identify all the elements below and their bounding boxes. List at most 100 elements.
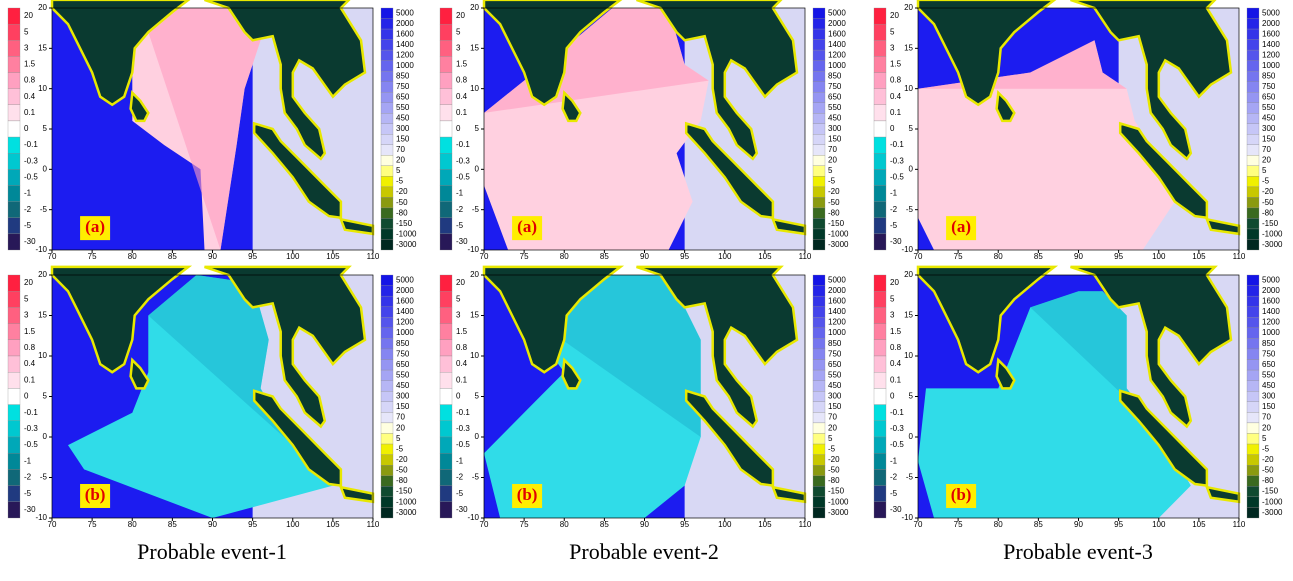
x-tick-label: 75 <box>954 252 963 261</box>
colorbar-label: -30 <box>24 505 36 514</box>
colorbar-swatch <box>1246 207 1260 219</box>
x-tick-label: 70 <box>914 520 923 529</box>
colorbar-swatch <box>812 274 826 286</box>
colorbar-swatch <box>439 88 453 105</box>
colorbar-swatch <box>1246 102 1260 114</box>
colorbar-swatch <box>812 39 826 51</box>
colorbar-swatch <box>7 56 21 73</box>
colorbar-swatch <box>1246 465 1260 476</box>
colorbar-label: 750 <box>828 349 842 358</box>
colorbar-label: -0.1 <box>890 140 904 149</box>
colorbar-swatch <box>1246 306 1260 318</box>
colorbar-label: 1400 <box>396 40 414 49</box>
colorbar-label: 850 <box>828 72 842 81</box>
colorbar-swatch <box>873 104 887 122</box>
x-tick-label: 90 <box>208 252 217 261</box>
colorbar-swatch <box>380 433 394 445</box>
colorbar-label: 550 <box>828 103 842 112</box>
colorbar-label: -30 <box>456 505 468 514</box>
colorbar-label: 650 <box>828 360 842 369</box>
x-tick-label: 105 <box>326 520 340 529</box>
colorbar-label: -5 <box>890 221 898 230</box>
colorbar-label: 0.1 <box>890 108 902 117</box>
x-tick-label: 80 <box>994 520 1003 529</box>
colorbar-swatch <box>873 7 887 25</box>
colorbar-swatch <box>7 201 21 218</box>
map-panel: 70 75 80 85 90 95 100 105 11020151050-5-1020531.… <box>7 0 417 261</box>
colorbar-swatch <box>380 134 394 145</box>
colorbar-label: 20 <box>890 11 899 20</box>
colorbar-swatch <box>1246 369 1260 381</box>
colorbar-label: -0.5 <box>456 440 470 449</box>
colorbar-swatch <box>812 113 826 124</box>
colorbar-swatch <box>1246 123 1260 135</box>
y-tick-label: 10 <box>904 84 913 93</box>
colorbar-swatch <box>439 372 453 389</box>
colorbar-swatch <box>380 274 394 286</box>
colorbar-label: 2000 <box>1262 286 1280 295</box>
colorbar-label: 650 <box>828 93 842 102</box>
colorbar-label: -80 <box>1262 476 1274 485</box>
colorbar-label: -0.3 <box>456 424 470 433</box>
x-tick-label: 70 <box>48 252 57 261</box>
colorbar-label: -5 <box>396 444 404 453</box>
y-tick-label: 15 <box>470 43 479 52</box>
colorbar-swatch <box>812 465 826 476</box>
colorbar-label: 1600 <box>1262 29 1280 38</box>
land <box>916 265 1059 374</box>
colorbar-swatch <box>439 485 453 502</box>
colorbar-swatch <box>7 501 21 519</box>
colorbar-label: -50 <box>1262 466 1274 475</box>
colorbar-label: 5000 <box>396 275 414 284</box>
land <box>204 0 367 161</box>
y-tick-label: 0 <box>909 432 914 441</box>
colorbar-swatch <box>380 465 394 476</box>
colorbar-swatch <box>873 436 887 454</box>
x-tick-label: 110 <box>799 252 812 261</box>
colorbar-label: -3000 <box>396 508 417 517</box>
colorbar-label: -150 <box>396 219 413 228</box>
y-tick-label: 0 <box>909 164 914 173</box>
colorbar-label: 70 <box>396 145 405 154</box>
colorbar-swatch <box>873 153 887 170</box>
colorbar-label: 2000 <box>396 286 414 295</box>
colorbar-swatch <box>439 7 453 25</box>
colorbar-label: 5 <box>1262 434 1267 443</box>
colorbar-label: 750 <box>396 82 410 91</box>
colorbar-swatch <box>7 120 21 138</box>
colorbar-swatch <box>812 306 826 318</box>
x-tick-label: 100 <box>718 252 732 261</box>
colorbar-swatch <box>812 165 826 177</box>
colorbar-label: 5 <box>456 294 461 303</box>
colorbar-swatch <box>1246 475 1260 487</box>
colorbar-swatch <box>439 291 453 308</box>
colorbar-label: 1.5 <box>24 327 36 336</box>
colorbar-label: 5 <box>890 294 895 303</box>
colorbar-swatch <box>439 153 453 170</box>
colorbar-swatch <box>1246 359 1260 371</box>
colorbar-swatch <box>380 317 394 328</box>
y-tick-label: -10 <box>901 513 913 522</box>
x-tick-label: 95 <box>1114 252 1123 261</box>
colorbar-swatch <box>812 18 826 30</box>
colorbar-label: -1000 <box>396 497 417 506</box>
colorbar-swatch <box>1246 401 1260 413</box>
caption: Probable event-1 <box>137 539 287 564</box>
colorbar-swatch <box>812 218 826 230</box>
colorbar-label: 5 <box>24 294 29 303</box>
x-tick-label: 70 <box>480 252 489 261</box>
colorbar-swatch <box>380 239 394 251</box>
x-tick-label: 110 <box>367 520 380 529</box>
colorbar-swatch <box>380 496 394 508</box>
land <box>684 121 775 220</box>
colorbar-label: 850 <box>828 339 842 348</box>
colorbar-swatch <box>439 23 453 41</box>
x-tick-label: 105 <box>1192 252 1206 261</box>
colorbar-label: 300 <box>828 124 842 133</box>
colorbar-swatch <box>873 501 887 519</box>
colorbar-swatch <box>873 40 887 57</box>
y-tick-label: -10 <box>35 245 47 254</box>
colorbar-label: -5 <box>24 489 32 498</box>
colorbar-swatch <box>1246 507 1260 519</box>
colorbar-swatch <box>439 56 453 73</box>
